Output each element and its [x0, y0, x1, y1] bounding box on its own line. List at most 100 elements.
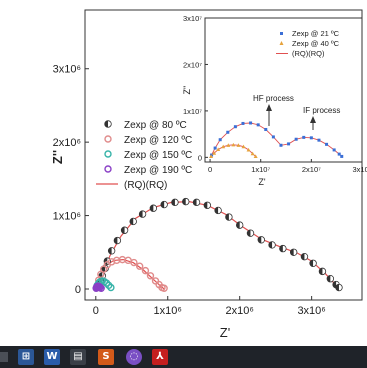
photoshop-icon[interactable]: S — [98, 349, 114, 365]
inset-point-21c — [213, 146, 217, 150]
legend-label: Zexp @ 190 ºC — [124, 165, 192, 176]
inset-y-tick-label: 0 — [198, 153, 202, 162]
inset-legend-label: (RQ)(RQ) — [292, 49, 325, 58]
point-half — [114, 237, 118, 244]
data-point-80c — [214, 206, 222, 215]
legend-label: Zexp @ 150 ºC — [124, 150, 192, 161]
data-point-80c — [300, 252, 309, 261]
data-point-2 — [107, 283, 115, 292]
word-icon[interactable]: W — [44, 349, 60, 365]
main-x-ticks: 0 1x10⁶ 2x10⁶ 3x10⁶ — [93, 296, 326, 317]
point-half — [319, 268, 323, 275]
inset-y-ticks: 0 1x10⁷ 2x10⁷ 3x10⁷ — [183, 14, 208, 162]
main-y-tick-label: 1x10⁶ — [53, 211, 81, 223]
inset-point-40c — [231, 142, 236, 147]
inset-point-21c — [337, 152, 341, 156]
legend-swatch — [104, 165, 112, 173]
inset-frame — [204, 17, 363, 163]
data-point-1 — [146, 272, 155, 280]
inset-point-21c — [287, 142, 291, 146]
point-half — [129, 218, 134, 225]
main-y-tick-label: 2x10⁶ — [53, 137, 81, 149]
file-explorer-icon[interactable]: ▤ — [70, 349, 86, 365]
inset-point-40c — [216, 147, 221, 152]
point-half — [121, 226, 125, 234]
inset-point-21c — [233, 125, 237, 129]
inset-x-tick-label: 1x10⁷ — [251, 165, 270, 174]
inset-point-21c — [210, 153, 214, 157]
inset-point-40c — [212, 151, 217, 155]
main-x-tick-label: 3x10⁶ — [297, 305, 325, 317]
data-point-80c — [129, 217, 137, 226]
inset-point-40c — [250, 151, 255, 156]
main-legend: Zexp @ 80 ºC Zexp @ 120 ºC Zexp @ 150 ºC Ze… — [96, 120, 192, 191]
legend-swatch — [104, 135, 112, 143]
viber-icon[interactable]: ◌ — [126, 349, 142, 365]
point-half — [236, 221, 240, 229]
data-point-80c — [182, 197, 190, 206]
data-point-80c — [246, 229, 255, 237]
point-half — [247, 229, 251, 237]
legend-label: Zexp @ 120 ºC — [124, 135, 192, 146]
point-half — [182, 198, 186, 205]
impedance-figure: 0 1x10⁶ 2x10⁶ 3x10⁶ 0 1x10⁶ 2x10⁶ 3x10⁶ Z' Z''… — [50, 9, 367, 340]
inset-point-21c — [264, 127, 268, 131]
point-half — [290, 248, 294, 256]
main-plot: 0 1x10⁶ 2x10⁶ 3x10⁶ 0 1x10⁶ 2x10⁶ 3x10⁶ Z' Z'' — [50, 9, 363, 340]
inset-x-axis-label: Z' — [258, 177, 265, 187]
inset-point-40c — [253, 154, 258, 159]
hf-annotation: HF process — [253, 94, 294, 126]
main-fit-curves — [95, 200, 340, 290]
main-y-axis-label: Z'' — [50, 150, 65, 164]
point-half — [279, 245, 283, 252]
main-x-tick-label: 2x10⁶ — [225, 305, 253, 317]
inset-legend-swatch — [280, 32, 283, 35]
data-point-80c — [335, 283, 343, 292]
legend-swatch — [104, 150, 112, 158]
data-point-80c — [192, 198, 201, 207]
data-point-1 — [160, 284, 168, 292]
inset-x-tick-label: 3x10⁷ — [353, 165, 367, 174]
inset-point-21c — [294, 137, 298, 141]
point-half — [150, 204, 154, 212]
acrobat-icon[interactable]: ⅄ — [152, 349, 168, 365]
data-point-1 — [135, 262, 144, 270]
inset-point-40c — [246, 147, 251, 152]
point-half — [171, 199, 175, 206]
data-point-80c — [235, 221, 244, 229]
inset-point-21c — [340, 154, 344, 158]
windows-icon[interactable]: ⊞ — [18, 349, 34, 365]
point-half — [204, 201, 208, 209]
legend-label: Zexp @ 80 ºC — [124, 120, 187, 131]
inset-point-40c — [221, 144, 226, 149]
legend-label: (RQ)(RQ) — [124, 180, 167, 191]
data-point-80c — [257, 236, 265, 244]
inset-x-ticks: 0 1x10⁷ 2x10⁷ 3x10⁷ — [208, 159, 367, 174]
inset-x-tick-label: 2x10⁷ — [302, 165, 321, 174]
data-point-80c — [120, 226, 129, 234]
point-half — [214, 207, 219, 214]
inset-point-21c — [226, 130, 230, 134]
windows-taskbar: ⊞ W ▤ S ◌ ⅄ — [0, 346, 367, 368]
data-point-80c — [326, 275, 335, 283]
inset-point-21c — [218, 138, 222, 142]
inset-y-tick-label: 3x10⁷ — [183, 14, 202, 23]
data-point-80c — [107, 247, 116, 255]
data-point-80c — [309, 259, 317, 267]
point-half — [139, 210, 143, 218]
main-data-points — [92, 197, 343, 292]
inset-legend-swatch — [279, 41, 284, 45]
point-half — [309, 259, 314, 267]
point-half — [327, 275, 331, 283]
inset-point-21c — [249, 121, 253, 125]
main-y-ticks: 0 1x10⁶ 2x10⁶ 3x10⁶ — [53, 64, 89, 296]
inset-point-21c — [332, 148, 336, 152]
inset-point-40c — [241, 144, 246, 149]
inset-legend-label: Zexp @ 21 ºC — [292, 29, 340, 38]
data-point-3 — [97, 284, 105, 292]
taskbar-edge — [0, 352, 8, 362]
inset-x-tick-label: 0 — [208, 165, 212, 174]
data-point-1 — [100, 265, 108, 273]
if-annotation: IF process — [303, 106, 340, 130]
data-point-1 — [130, 258, 138, 267]
